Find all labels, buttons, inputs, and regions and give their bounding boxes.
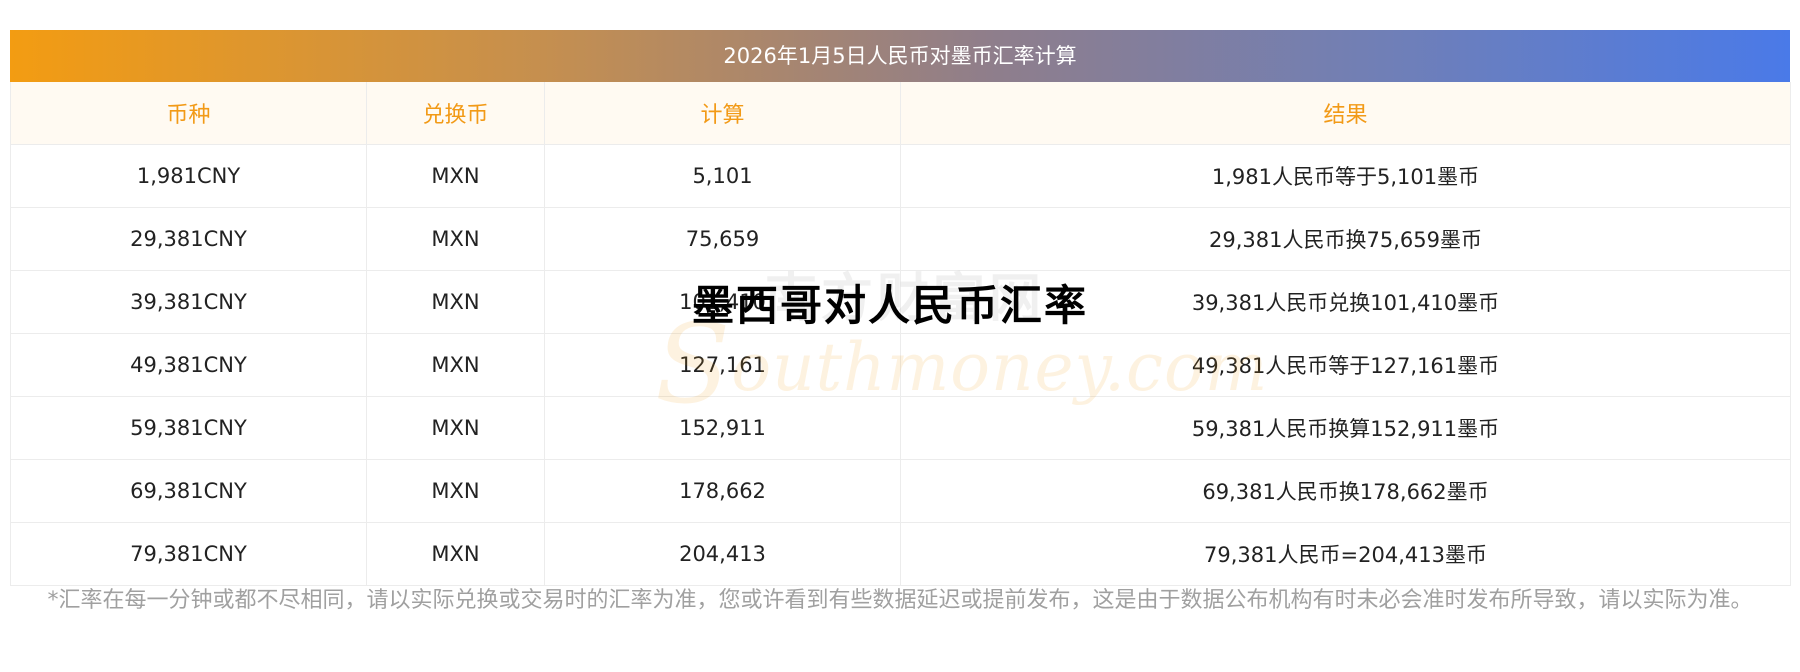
cell-currency: 29,381CNY (10, 207, 367, 271)
disclaimer-note: *汇率在每一分钟或都不尽相同，请以实际兑换或交易时的汇率为准，您或许看到有些数据… (47, 588, 1753, 613)
header-target-currency: 兑换币 (366, 82, 545, 145)
cell-currency: 39,381CNY (10, 270, 367, 334)
table-row: 1,981CNY MXN 5,101 1,981人民币等于5,101墨币 (10, 144, 1791, 208)
cell-result: 79,381人民币=204,413墨币 (900, 522, 1791, 586)
header-result: 结果 (900, 82, 1791, 145)
header-calculation: 计算 (544, 82, 901, 145)
cell-target-currency: MXN (366, 270, 545, 334)
cell-target-currency: MXN (366, 333, 545, 397)
cell-target-currency: MXN (366, 144, 545, 208)
cell-result: 59,381人民币换算152,911墨币 (900, 396, 1791, 460)
cell-calculation: 152,911 (544, 396, 901, 460)
table-title: 2026年1月5日人民币对墨币汇率计算 (10, 30, 1790, 82)
cell-calculation: 127,161 (544, 333, 901, 397)
header-currency: 币种 (10, 82, 367, 145)
cell-currency: 79,381CNY (10, 522, 367, 586)
cell-target-currency: MXN (366, 207, 545, 271)
cell-result: 69,381人民币换178,662墨币 (900, 459, 1791, 523)
exchange-rate-table-container: 2026年1月5日人民币对墨币汇率计算 币种 兑换币 计算 结果 1,981CN… (10, 30, 1791, 586)
cell-result: 39,381人民币兑换101,410墨币 (900, 270, 1791, 334)
table-row: 79,381CNY MXN 204,413 79,381人民币=204,413墨… (10, 522, 1791, 586)
cell-currency: 49,381CNY (10, 333, 367, 397)
cell-calculation: 101,410 (544, 270, 901, 334)
cell-target-currency: MXN (366, 396, 545, 460)
cell-result: 29,381人民币换75,659墨币 (900, 207, 1791, 271)
cell-calculation: 204,413 (544, 522, 901, 586)
cell-target-currency: MXN (366, 459, 545, 523)
cell-currency: 69,381CNY (10, 459, 367, 523)
table-row: 39,381CNY MXN 101,410 39,381人民币兑换101,410… (10, 270, 1791, 334)
table-row: 49,381CNY MXN 127,161 49,381人民币等于127,161… (10, 333, 1791, 397)
cell-currency: 59,381CNY (10, 396, 367, 460)
cell-calculation: 178,662 (544, 459, 901, 523)
overlay-title: 墨西哥对人民币汇率 (692, 281, 1089, 330)
table-header-row: 币种 兑换币 计算 结果 (10, 82, 1791, 145)
exchange-rate-table: 币种 兑换币 计算 结果 1,981CNY MXN 5,101 1,981人民币… (10, 82, 1791, 586)
table-row: 59,381CNY MXN 152,911 59,381人民币换算152,911… (10, 396, 1791, 460)
cell-currency: 1,981CNY (10, 144, 367, 208)
table-row: 29,381CNY MXN 75,659 29,381人民币换75,659墨币 (10, 207, 1791, 271)
cell-result: 49,381人民币等于127,161墨币 (900, 333, 1791, 397)
cell-calculation: 75,659 (544, 207, 901, 271)
cell-result: 1,981人民币等于5,101墨币 (900, 144, 1791, 208)
cell-calculation: 5,101 (544, 144, 901, 208)
cell-target-currency: MXN (366, 522, 545, 586)
table-row: 69,381CNY MXN 178,662 69,381人民币换178,662墨… (10, 459, 1791, 523)
